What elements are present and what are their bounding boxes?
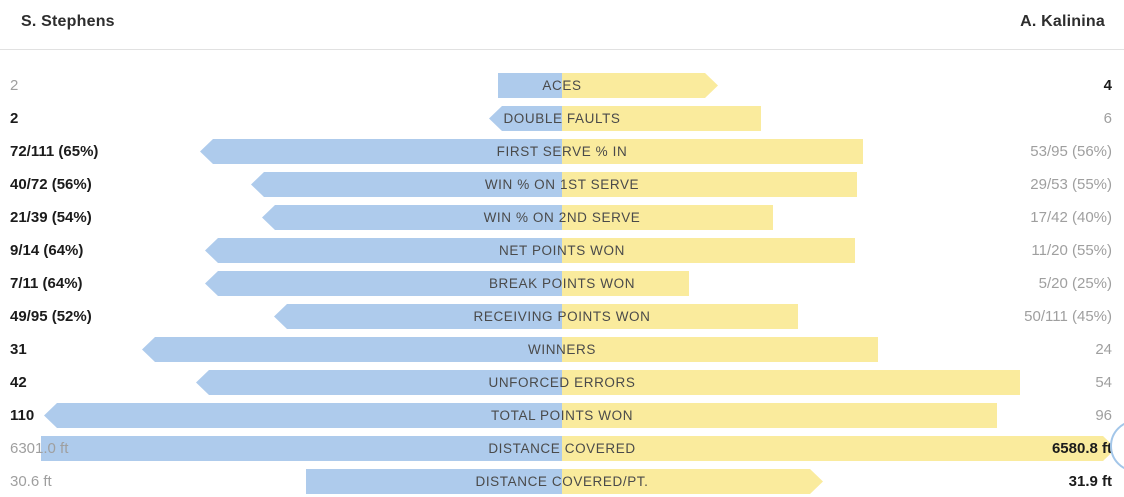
stats-header: S. Stephens A. Kalinina <box>0 0 1124 50</box>
stat-row: 2 ACES 4 <box>0 69 1124 102</box>
right-player-bar <box>562 370 1020 395</box>
stat-row: 31 WINNERS 24 <box>0 333 1124 366</box>
stat-row: 40/72 (56%) WIN % ON 1ST SERVE 29/53 (55… <box>0 168 1124 201</box>
right-player-bar <box>562 172 857 197</box>
right-player-bar <box>562 238 855 263</box>
right-player-value: 96 <box>1095 407 1112 424</box>
stat-row: 2 DOUBLE FAULTS 6 <box>0 102 1124 135</box>
stat-row: 42 UNFORCED ERRORS 54 <box>0 366 1124 399</box>
left-player-bar <box>274 304 562 329</box>
right-player-value: 4 <box>1103 77 1112 94</box>
left-player-bar <box>306 469 562 494</box>
right-player-value: 50/111 (45%) <box>1024 308 1112 325</box>
stat-row: 6301.0 ft DISTANCE COVERED 6580.8 ft <box>0 432 1124 465</box>
left-player-value: 110 <box>10 407 35 424</box>
right-player-value: 5/20 (25%) <box>1038 275 1112 292</box>
stat-label: FIRST SERVE % IN <box>496 144 628 159</box>
stat-label: TOTAL POINTS WON <box>490 408 634 423</box>
right-player-value: 53/95 (56%) <box>1030 143 1112 160</box>
right-player-bar <box>562 403 997 428</box>
right-player-value: 29/53 (55%) <box>1030 176 1112 193</box>
stat-label: UNFORCED ERRORS <box>488 375 636 390</box>
left-player-bar <box>205 271 562 296</box>
left-player-value: 42 <box>10 374 27 391</box>
stat-row: 21/39 (54%) WIN % ON 2ND SERVE 17/42 (40… <box>0 201 1124 234</box>
right-player-value: 24 <box>1095 341 1112 358</box>
right-player-bar <box>562 73 718 98</box>
stat-label: DISTANCE COVERED <box>488 441 636 456</box>
right-player-value: 6580.8 ft <box>1051 440 1112 457</box>
left-player-bar <box>142 337 562 362</box>
left-player-value: 30.6 ft <box>10 473 52 490</box>
right-player-bar <box>562 337 878 362</box>
stat-row: 30.6 ft DISTANCE COVERED/PT. 31.9 ft <box>0 465 1124 497</box>
stat-label: DOUBLE FAULTS <box>503 111 621 126</box>
right-player-value: 54 <box>1095 374 1112 391</box>
left-player-bar <box>200 139 562 164</box>
stat-label: WIN % ON 1ST SERVE <box>484 177 640 192</box>
left-player-value: 9/14 (64%) <box>10 242 84 259</box>
left-player-value: 7/11 (64%) <box>10 275 83 292</box>
stat-label: WIN % ON 2ND SERVE <box>483 210 641 225</box>
right-player-bar <box>562 436 1116 461</box>
right-player-bar <box>562 139 863 164</box>
left-player-bar <box>251 172 562 197</box>
stat-label: NET POINTS WON <box>499 243 625 258</box>
left-player-bar <box>205 238 562 263</box>
left-player-bar <box>41 436 562 461</box>
player-name-left: S. Stephens <box>21 13 115 30</box>
stat-row: 72/111 (65%) FIRST SERVE % IN 53/95 (56%… <box>0 135 1124 168</box>
left-player-bar <box>44 403 562 428</box>
stat-row: 9/14 (64%) NET POINTS WON 11/20 (55%) <box>0 234 1124 267</box>
left-player-bar <box>262 205 562 230</box>
stat-label: ACES <box>542 78 582 93</box>
right-player-value: 6 <box>1103 110 1112 127</box>
right-player-value: 31.9 ft <box>1068 473 1112 490</box>
left-player-value: 49/95 (52%) <box>10 308 92 325</box>
right-player-bar <box>562 469 823 494</box>
left-player-value: 6301.0 ft <box>10 440 69 457</box>
stat-label: DISTANCE COVERED/PT. <box>475 474 649 489</box>
left-player-bar <box>489 106 562 131</box>
left-player-value: 2 <box>10 110 19 127</box>
right-player-bar <box>562 271 689 296</box>
stat-label: RECEIVING POINTS WON <box>473 309 651 324</box>
stats-list: 2 ACES 4 2 DOUBLE FAULTS 6 72/111 (65%) … <box>0 50 1124 497</box>
stat-row: 7/11 (64%) BREAK POINTS WON 5/20 (25%) <box>0 267 1124 300</box>
right-player-bar <box>562 205 773 230</box>
left-player-value: 72/111 (65%) <box>10 143 99 160</box>
stat-row: 110 TOTAL POINTS WON 96 <box>0 399 1124 432</box>
stat-label: BREAK POINTS WON <box>488 276 636 291</box>
left-player-bar <box>498 73 562 98</box>
left-player-value: 31 <box>10 341 27 358</box>
player-name-right: A. Kalinina <box>1020 13 1105 30</box>
left-player-value: 21/39 (54%) <box>10 209 92 226</box>
right-player-value: 11/20 (55%) <box>1031 242 1112 259</box>
right-player-bar <box>562 304 798 329</box>
left-player-value: 2 <box>10 77 19 94</box>
right-player-bar <box>562 106 761 131</box>
left-player-bar <box>196 370 562 395</box>
stat-row: 49/95 (52%) RECEIVING POINTS WON 50/111 … <box>0 300 1124 333</box>
left-player-value: 40/72 (56%) <box>10 176 92 193</box>
right-player-value: 17/42 (40%) <box>1030 209 1112 226</box>
stat-label: WINNERS <box>528 342 596 357</box>
